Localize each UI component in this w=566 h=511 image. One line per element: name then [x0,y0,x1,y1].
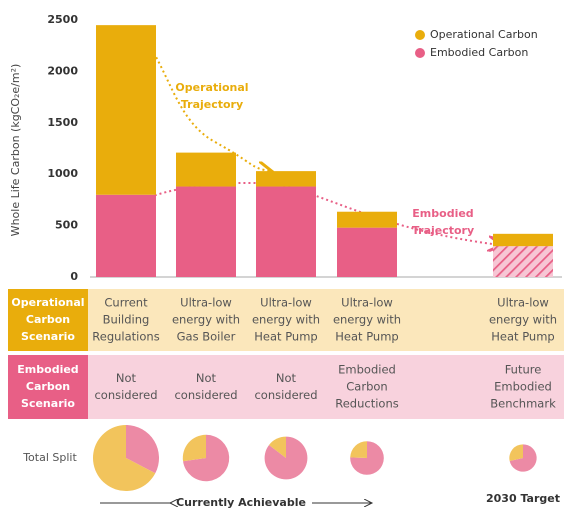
bar-segment [337,227,397,277]
pie-slice [269,436,286,458]
table-cell: Carbon [346,380,387,394]
operational-trajectory [139,31,270,171]
y-tick-label: 2000 [47,64,78,77]
table-cell: Regulations [92,330,159,344]
legend-label: Embodied Carbon [430,46,528,59]
bar-segment [337,211,397,228]
bar-segment [493,246,553,277]
embodied-row [8,355,564,419]
row-header: Scenario [21,330,75,343]
bar-segment [493,233,553,247]
achievable-label: Currently Achievable [176,496,306,509]
y-tick-label: 1500 [47,116,78,129]
bar-segment [96,25,156,195]
bar-segment [256,171,316,187]
row-header: Carbon [26,313,70,326]
pie-slice [126,424,160,474]
pie-slice [509,444,523,462]
bar-segment [256,186,316,277]
split-label: Total Split [22,451,77,464]
y-tick-label: 1000 [47,167,78,180]
pie-slice [182,434,206,462]
table-cell: Heat Pump [254,330,317,344]
table-cell: Not [116,371,137,385]
table-cell: Embodied [494,380,552,394]
row-header: Embodied [17,363,78,376]
y-axis-label: Whole Life Carbon (kgCO₂e/m²) [9,64,22,237]
table-cell: Gas Boiler [177,330,236,344]
table-cell: Not [276,371,297,385]
operational-header-cell [8,289,88,351]
legend-swatch [415,30,425,40]
pie-slice [350,441,384,475]
legend-swatch [415,48,425,58]
table-cell: energy with [252,313,320,327]
row-header: Operational [11,296,84,309]
pie-slice [92,424,156,492]
y-tick-label: 2500 [47,13,78,26]
table-cell: energy with [172,313,240,327]
row-header: Carbon [26,380,70,393]
pie-slice [509,444,537,472]
row-header: Scenario [21,397,75,410]
table-cell: Benchmark [490,397,556,411]
annotation: Embodied [412,207,473,220]
table-cell: energy with [489,313,557,327]
table-cell: Heat Pump [491,330,554,344]
table-cell: Building [103,313,150,327]
table-cell: Future [505,363,542,377]
table-cell: Reductions [335,397,398,411]
table-cell: Ultra-low [341,296,393,310]
table-cell: considered [94,388,157,402]
table-cell: Ultra-low [497,296,549,310]
y-tick-label: 0 [70,270,78,283]
annotation: Trajectory [181,98,243,111]
table-cell: Ultra-low [180,296,232,310]
table-cell: energy with [333,313,401,327]
table-cell: considered [174,388,237,402]
pie-slice [350,441,367,458]
operational-row [8,289,564,351]
table-cell: Heat Pump [335,330,398,344]
pie-slice [183,434,230,482]
table-cell: Embodied [338,363,396,377]
table-cell: Ultra-low [260,296,312,310]
bar-segment [176,152,236,187]
table-cell: considered [254,388,317,402]
y-tick-label: 500 [55,219,78,232]
bar-segment [176,186,236,277]
legend-label: Operational Carbon [430,28,538,41]
table-cell: Not [196,371,217,385]
bar-segment [96,194,156,277]
table-cell: Current [104,296,148,310]
embodied-header-cell [8,355,88,419]
target-label: 2030 Target [486,492,560,505]
annotation: Operational [175,81,248,94]
annotation: Trajectory [412,224,474,237]
